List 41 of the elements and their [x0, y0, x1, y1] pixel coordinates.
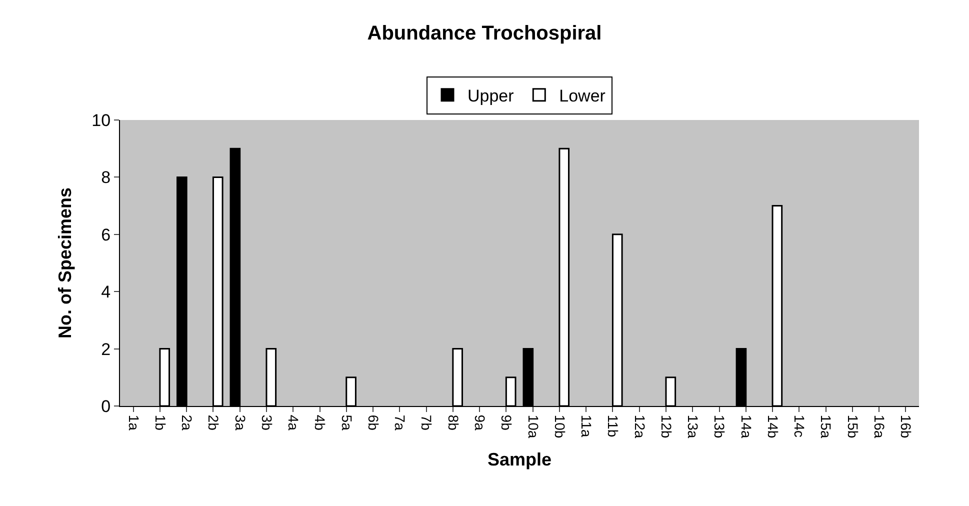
- x-tick-label: 7a: [392, 414, 408, 431]
- x-tick-label: 3b: [258, 414, 275, 431]
- x-tick-label: 16b: [898, 414, 914, 438]
- x-tick-label: 4b: [312, 414, 328, 431]
- y-tick-label: 10: [92, 110, 111, 130]
- y-tick-label: 2: [101, 340, 111, 359]
- y-tick-label: 6: [101, 225, 111, 244]
- x-axis-title: Sample: [487, 449, 552, 470]
- x-tick-label: 13a: [685, 414, 702, 438]
- y-axis-title: No. of Specimens: [54, 187, 75, 339]
- x-tick-label: 2b: [206, 414, 222, 431]
- x-tick-label: 13b: [712, 414, 728, 438]
- x-tick-label: 3a: [232, 414, 248, 431]
- y-tick-label: 0: [101, 396, 111, 416]
- x-tick-label: 10b: [552, 414, 568, 438]
- chart-title: Abundance Trochospiral: [367, 22, 602, 44]
- x-tick-label: 14c: [792, 414, 808, 438]
- x-tick-label: 15b: [844, 414, 861, 438]
- x-tick-label: 15a: [818, 414, 834, 438]
- x-tick-label: 1a: [126, 414, 142, 431]
- x-tick-label: 4a: [286, 414, 302, 431]
- x-tick-label: 5a: [338, 414, 355, 431]
- x-tick-label: 9b: [498, 414, 515, 431]
- y-tick-label: 8: [101, 168, 111, 188]
- x-tick-label: 6b: [365, 414, 382, 431]
- x-tick-label: 14a: [738, 414, 754, 438]
- x-tick-label: 11b: [605, 414, 622, 438]
- x-tick-label: 12a: [632, 414, 648, 438]
- x-tick-label: 7b: [418, 414, 435, 431]
- x-tick-label: 16a: [872, 414, 888, 438]
- x-tick-label: 9a: [472, 414, 488, 431]
- x-tick-label: 12b: [658, 414, 674, 438]
- x-tick-label: 8b: [445, 414, 462, 431]
- y-tick-label: 4: [101, 282, 111, 302]
- x-tick-label: 11a: [578, 414, 595, 438]
- x-tick-label: 10a: [525, 414, 542, 438]
- legend-label: Lower: [559, 86, 606, 106]
- legend-label: Upper: [468, 86, 514, 106]
- x-tick-label: 14b: [764, 414, 781, 438]
- x-tick-label: 1b: [152, 414, 168, 431]
- x-tick-label: 2a: [179, 414, 196, 431]
